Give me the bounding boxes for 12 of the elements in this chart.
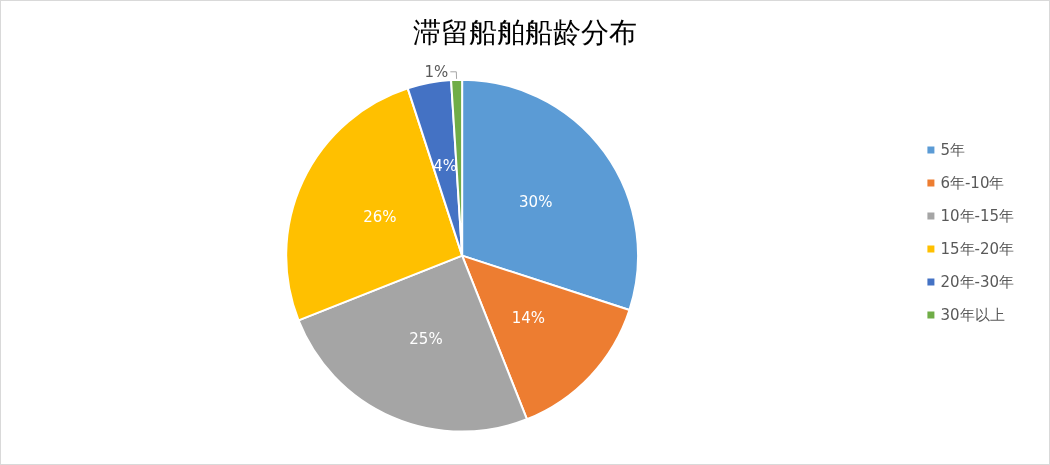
legend-label: 30年以上 (940, 306, 1005, 324)
data-label: 25% (409, 330, 443, 349)
legend-label: 20年-30年 (940, 273, 1015, 291)
data-label: 30% (519, 193, 553, 212)
legend-label: 10年-15年 (940, 207, 1015, 225)
legend-label: 5年 (940, 141, 965, 159)
data-label: 14% (511, 308, 546, 327)
chart-title: 滞留船舶船龄分布 (413, 15, 637, 49)
legend-label: 15年-20年 (940, 240, 1015, 258)
legend-label: 6年-10年 (940, 174, 1005, 192)
data-label: 1% (424, 62, 449, 81)
data-label: 26% (363, 207, 397, 226)
